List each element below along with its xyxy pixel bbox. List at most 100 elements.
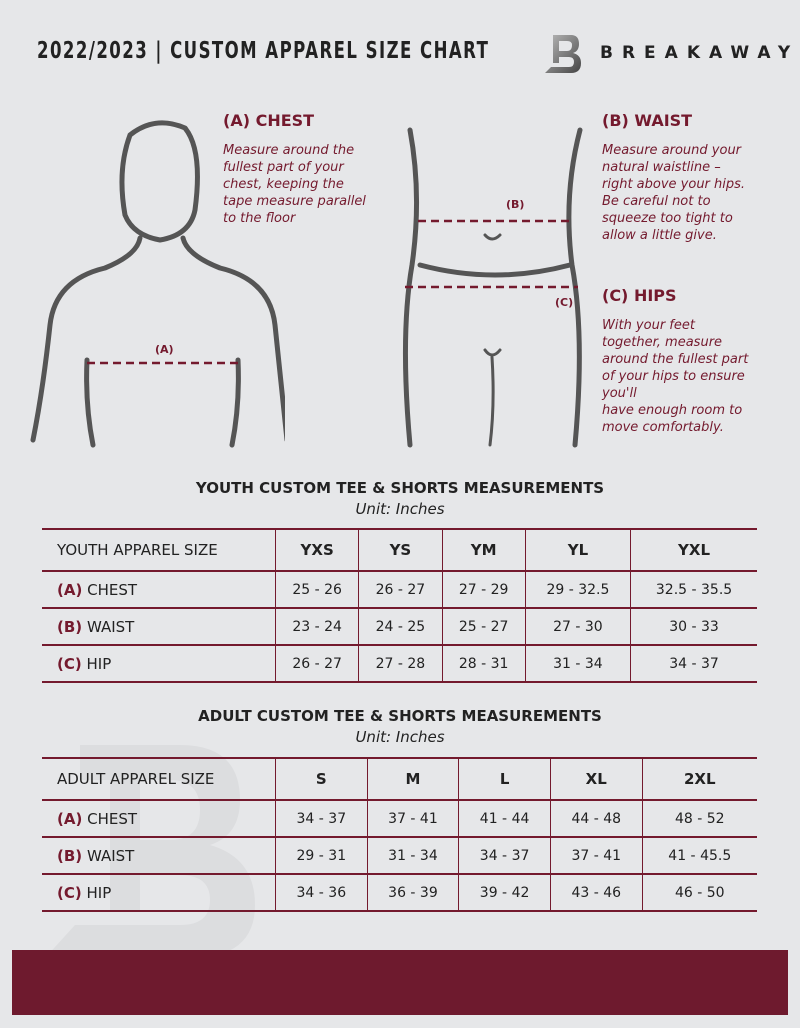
table-cell: 31 - 34 [366,837,459,874]
youth-size-table: YOUTH APPAREL SIZE YXS YS YM YL YXL (A) CHEST 2… [42,528,757,683]
row-label: (B) WAIST [42,608,276,645]
table-cell: 26 - 27 [274,645,359,682]
size-column-header: YL [524,529,631,571]
page-title: 2022/2023 | CUSTOM APPAREL SIZE CHART [37,38,490,64]
size-column-header: M [366,758,459,800]
table-cell: 24 - 25 [358,608,443,645]
table-cell: 48 - 52 [641,800,757,837]
table-row: (C) HIP 26 - 27 27 - 28 28 - 31 31 - 34 34 - … [42,645,757,682]
lower-body-illustration [402,127,583,448]
brand-logo-icon [545,35,581,73]
table-cell: 41 - 44 [458,800,551,837]
footer-band [12,950,788,1015]
table-cell: 46 - 50 [641,874,757,911]
row-label: (C) HIP [42,645,276,682]
line: tape measure parallel [223,194,366,209]
row-letter: (C) [57,654,82,673]
table-cell: 32.5 - 35.5 [630,571,757,608]
table-cell: 43 - 46 [549,874,643,911]
table-cell: 25 - 26 [274,571,359,608]
chest-marker: (A) [155,343,174,356]
table-row: (A) CHEST 25 - 26 26 - 27 27 - 29 29 - 32.5 3… [42,571,757,608]
table-cell: 31 - 34 [524,645,631,682]
row-label: (C) HIP [42,874,276,911]
table-cell: 41 - 45.5 [641,837,757,874]
hips-section: (C) HIPS With your feet together, measure… [602,286,748,436]
line: move comfortably. [602,420,724,435]
adult-table-unit: Unit: Inches [355,728,445,746]
line: right above your hips. [602,177,746,192]
table-cell: 27 - 29 [441,571,526,608]
row-letter: (C) [57,883,82,902]
row-measure: HIP [86,654,112,673]
table-cell: 30 - 33 [630,608,757,645]
table-cell: 29 - 31 [275,837,368,874]
line: have enough room to [602,403,743,418]
table-cell: 34 - 37 [630,645,757,682]
table-cell: 25 - 27 [441,608,526,645]
chest-title: (A) CHEST [223,111,315,130]
table-cell: 39 - 42 [458,874,551,911]
table-cell: 37 - 41 [549,837,643,874]
waist-marker: (B) [506,198,525,211]
table-cell: 44 - 48 [549,800,643,837]
chest-section: (A) CHEST Measure around the fullest part… [223,111,366,227]
line: natural waistline – [602,160,721,175]
size-column-header: XL [549,758,643,800]
table-row: (A) CHEST 34 - 37 37 - 41 41 - 44 44 - 48 48 … [42,800,757,837]
line: fullest part of your [223,160,344,175]
line: Be careful not to [602,194,711,209]
row-letter: (A) [57,809,83,828]
row-label: (A) CHEST [42,800,276,837]
size-column-header: 2XL [641,758,757,800]
row-letter: (A) [57,580,83,599]
row-label: (A) CHEST [42,571,276,608]
line: together, measure [602,335,723,350]
row-measure: CHEST [87,809,138,828]
line: to the floor [223,211,296,226]
row-label: (B) WAIST [42,837,276,874]
size-column-header: YM [441,529,526,571]
youth-table-title: YOUTH CUSTOM TEE & SHORTS MEASUREMENTS [195,479,605,497]
table-row: (B) WAIST 23 - 24 24 - 25 25 - 27 27 - 30 30 … [42,608,757,645]
table-cell: 36 - 39 [366,874,459,911]
hips-title: (C) HIPS [602,286,677,305]
line: With your feet [602,318,695,333]
size-column-header: YXL [630,529,757,571]
row-letter: (B) [57,846,83,865]
size-header: YOUTH APPAREL SIZE [57,541,218,559]
size-column-header: YXS [274,529,359,571]
table-cell: 27 - 28 [358,645,443,682]
table-row: (B) WAIST 29 - 31 31 - 34 34 - 37 37 - 41 41 … [42,837,757,874]
line: you'll [602,386,637,401]
table-row: (C) HIP 34 - 36 36 - 39 39 - 42 43 - 46 46 - … [42,874,757,911]
table-cell: 34 - 37 [275,800,368,837]
table-cell: 28 - 31 [441,645,526,682]
table-cell: 37 - 41 [366,800,459,837]
line: Measure around your [602,143,742,158]
table-cell: 27 - 30 [524,608,631,645]
size-column-header: L [458,758,551,800]
youth-table-unit: Unit: Inches [355,500,445,518]
table-cell: 34 - 36 [275,874,368,911]
line: chest, keeping the [223,177,344,192]
size-column-header: YS [358,529,443,571]
table-header-row: ADULT APPAREL SIZE S M L XL 2XL [42,758,757,800]
chest-description: Measure around the fullest part of your ch… [223,142,366,227]
line: around the fullest part [602,352,749,367]
size-header: ADULT APPAREL SIZE [57,770,215,788]
line: squeeze too tight to [602,211,733,226]
adult-table-title: ADULT CUSTOM TEE & SHORTS MEASUREMENTS [198,707,602,725]
hips-description: With your feet together, measure around th… [602,317,748,436]
line: of your hips to ensure [602,369,745,384]
size-column-header: S [275,758,368,800]
row-measure: CHEST [87,580,138,599]
line: Measure around the [223,143,355,158]
adult-size-table: ADULT APPAREL SIZE S M L XL 2XL (A) CHEST 34 - … [42,757,757,912]
brand-name: BREAKAWAY [600,43,800,63]
waist-section: (B) WAIST Measure around your natural wai… [602,111,745,244]
table-cell: 23 - 24 [274,608,359,645]
table-cell: 29 - 32.5 [524,571,631,608]
row-letter: (B) [57,617,83,636]
